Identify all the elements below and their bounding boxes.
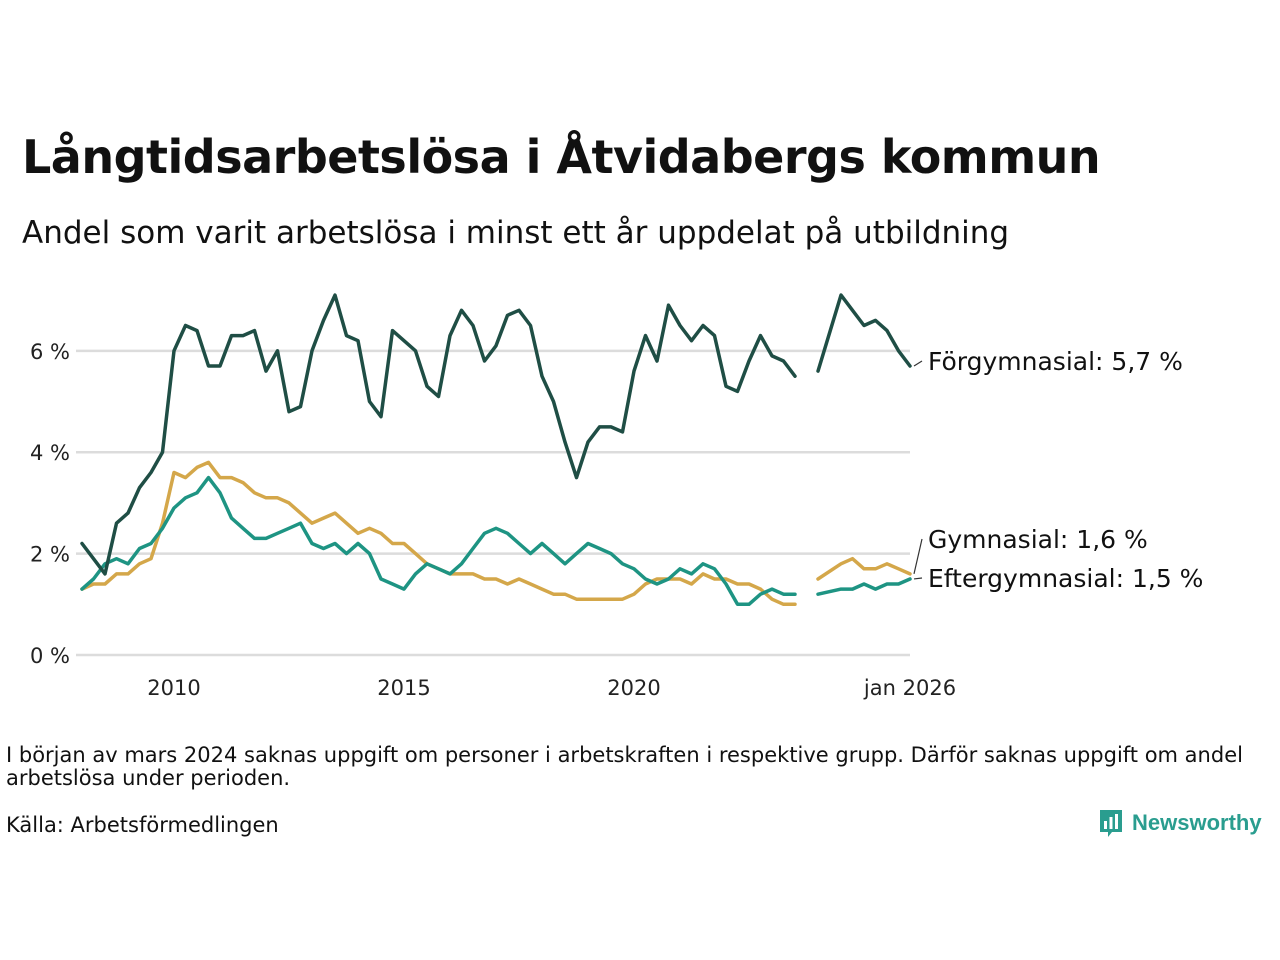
x-tick-label: jan 2026 (863, 676, 956, 700)
leader-line (913, 360, 923, 367)
leader-line (913, 538, 923, 575)
chart-note: I början av mars 2024 saknas uppgift om … (6, 743, 1243, 790)
gridlines (76, 349, 910, 657)
leader-line (913, 577, 923, 580)
brand-name: Newsworthy (1132, 810, 1262, 835)
series-line-eftergymnasial (80, 475, 912, 607)
x-tick-label: 2015 (377, 676, 430, 700)
bar-chart-logo-icon (1100, 810, 1122, 837)
series-label-gymnasial: Gymnasial: 1,6 % (928, 525, 1148, 554)
chart-subtitle: Andel som varit arbetslösa i minst ett å… (22, 215, 1010, 251)
line-chart: 0 % 2 % 4 % 6 % 2010 2015 2020 jan 2026 Förgym… (30, 293, 1203, 700)
series-label-förgymnasial: Förgymnasial: 5,7 % (928, 347, 1183, 376)
source-credit: Källa: Arbetsförmedlingen (6, 813, 279, 837)
series-lines (80, 293, 912, 607)
y-tick-label: 0 % (30, 644, 70, 668)
y-axis-ticks: 0 % 2 % 4 % 6 % (30, 340, 70, 668)
newsworthy-logo[interactable]: Newsworthy (1098, 808, 1262, 838)
y-tick-label: 2 % (30, 543, 70, 567)
y-tick-label: 6 % (30, 340, 70, 364)
y-tick-label: 4 % (30, 441, 70, 465)
series-end-labels: Förgymnasial: 5,7 % Gymnasial: 1,6 % Efter… (913, 347, 1203, 593)
x-axis-ticks: 2010 2015 2020 jan 2026 (147, 676, 956, 700)
series-line-förgymnasial (80, 293, 912, 576)
series-line-gymnasial (80, 460, 912, 607)
x-tick-label: 2020 (607, 676, 660, 700)
chart-title: Långtidsarbetslösa i Åtvidabergs kommun (22, 130, 1101, 184)
x-tick-label: 2010 (147, 676, 200, 700)
series-label-eftergymnasial: Eftergymnasial: 1,5 % (928, 564, 1203, 593)
